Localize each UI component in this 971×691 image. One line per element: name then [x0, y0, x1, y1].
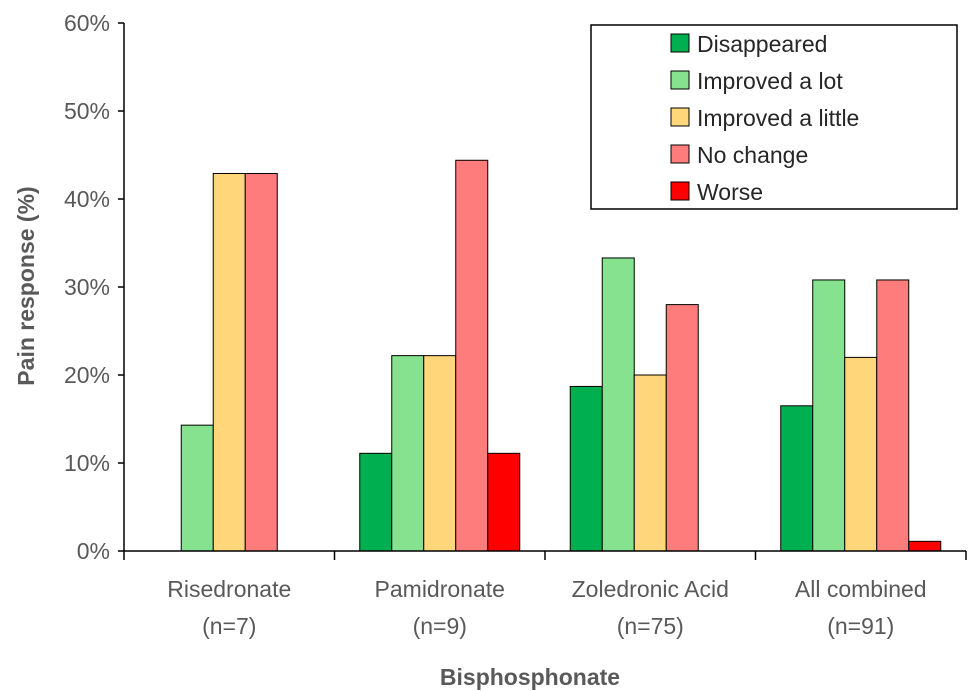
bar-improved-a-little [633, 374, 667, 552]
legend-label: Improved a lot [697, 68, 843, 94]
legend-swatch [670, 33, 690, 53]
legend-swatch [670, 107, 690, 127]
legend-label: Disappeared [697, 31, 827, 57]
bar-disappeared [359, 452, 393, 552]
legend-label: Improved a little [697, 105, 859, 131]
x-category-label: (n=75) [617, 613, 684, 639]
bar-improved-a-lot [180, 424, 214, 552]
legend-label: No change [697, 142, 808, 168]
bar-improved-a-little [844, 356, 878, 552]
bar-no-change [665, 304, 699, 552]
x-axis-categories: Risedronate (n=7) Pamidronate (n=9) Zoledron… [123, 550, 967, 639]
y-tick-label: 50% [64, 98, 110, 124]
y-axis-title: Pain response (%) [13, 186, 39, 385]
y-axis-ticks: 0% 10% 20% 30% 40% 50% 60% [64, 10, 125, 564]
x-category-label: Zoledronic Acid [572, 576, 729, 602]
x-category-label: (n=91) [827, 613, 894, 639]
x-category-label: All combined [795, 576, 927, 602]
legend-swatch [670, 144, 690, 164]
y-tick-label: 40% [64, 186, 110, 212]
x-category-label: Risedronate [167, 576, 291, 602]
y-tick-label: 0% [77, 538, 110, 564]
x-axis-title: Bisphosphonate [440, 664, 620, 690]
y-tick-label: 20% [64, 362, 110, 388]
legend: Disappeared Improved a lot Improved a litt… [590, 24, 958, 210]
bar-worse [487, 452, 521, 552]
x-category-label: (n=7) [202, 613, 256, 639]
legend-swatch [670, 70, 690, 90]
y-tick-label: 60% [64, 10, 110, 36]
legend-box [590, 24, 958, 210]
bar-improved-a-little [423, 355, 457, 552]
bar-worse [908, 540, 942, 552]
legend-swatch [670, 181, 690, 201]
bar-disappeared [569, 385, 603, 552]
bar-no-change [244, 172, 278, 552]
y-tick-label: 10% [64, 450, 110, 476]
bar-no-change [455, 159, 489, 552]
bar-improved-a-lot [601, 257, 635, 552]
y-tick-label: 30% [64, 274, 110, 300]
plot-area [180, 159, 942, 552]
x-category-label: (n=9) [413, 613, 467, 639]
bar-improved-a-little [212, 172, 246, 552]
bar-no-change [876, 279, 910, 552]
bar-improved-a-lot [812, 279, 846, 552]
x-category-label: Pamidronate [375, 576, 505, 602]
legend-label: Worse [697, 179, 763, 205]
bar-improved-a-lot [391, 355, 425, 552]
bar-disappeared [780, 405, 814, 552]
